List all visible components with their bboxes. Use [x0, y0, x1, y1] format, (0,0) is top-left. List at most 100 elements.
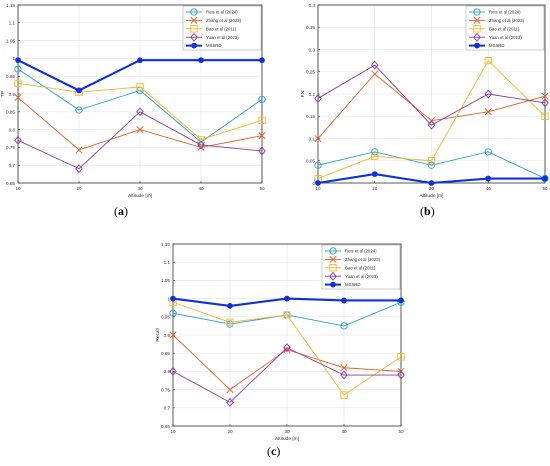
legend: Reis et al (2024) Zhang et al (2023) Bao e…: [321, 244, 401, 290]
legend-marker: [190, 32, 198, 42]
data-point: [371, 148, 379, 156]
y-tick-label: 1: [167, 296, 170, 301]
data-point: [484, 89, 493, 99]
y-tick-label: 0.05: [306, 159, 315, 164]
legend-marker: [191, 42, 197, 49]
x-tick-label: 30: [284, 429, 290, 434]
series-line: [172, 301, 402, 396]
legend-label: MSSRD: [345, 282, 361, 287]
data-point: [170, 295, 176, 302]
legend-marker: [190, 16, 198, 24]
y-tick-label: 1: [12, 56, 15, 61]
data-point: [169, 366, 177, 376]
legend-label: MSSRD: [206, 43, 222, 48]
data-point: [137, 57, 143, 64]
y-axis-label: FN: [300, 90, 306, 97]
x-tick-label: 40: [341, 429, 347, 434]
data-point: [136, 126, 144, 134]
legend-label: Reis et al (2024): [206, 10, 238, 15]
data-point: [371, 70, 379, 78]
y-tick-label: 0.95: [6, 74, 15, 79]
legend-label: Bao et al (2011): [345, 265, 376, 270]
y-tick-label: 0.85: [6, 110, 15, 115]
data-point: [484, 56, 492, 65]
y-tick-label: 0.2: [309, 92, 316, 97]
legend-label: Yuan et al (2023): [206, 35, 239, 40]
data-point: [197, 140, 205, 150]
data-point: [75, 146, 83, 154]
y-tick-label: 0.1: [309, 136, 316, 141]
series-mssrd: [315, 171, 548, 186]
data-point: [315, 180, 321, 186]
legend-marker: [473, 16, 481, 24]
data-point: [370, 60, 379, 70]
data-point: [340, 364, 348, 372]
data-point: [258, 116, 266, 124]
panel-label-c: (c): [267, 444, 281, 458]
y-tick-label: 0.7: [164, 406, 171, 411]
data-point: [227, 302, 233, 309]
y-axis-label: Recall: [155, 328, 161, 341]
legend-label: Zhang et al (2023): [345, 257, 381, 262]
data-point: [15, 57, 21, 64]
data-point: [136, 107, 144, 117]
x-tick-label: 50: [542, 186, 548, 191]
data-point: [283, 343, 291, 353]
data-point: [14, 94, 22, 102]
y-tick-label: 0.85: [161, 351, 170, 356]
legend-label: MSSRD: [489, 43, 505, 48]
data-point: [341, 297, 347, 304]
data-point: [314, 161, 322, 169]
y-tick-label: 0.75: [6, 145, 15, 150]
y-tick-label: 0.9: [9, 92, 16, 97]
x-tick-label: 20: [372, 186, 378, 191]
x-tick-label: 50: [398, 429, 404, 434]
data-point: [314, 134, 322, 143]
data-point: [226, 318, 234, 326]
legend-label: Yuan et al (2023): [489, 35, 522, 40]
data-point: [14, 79, 22, 87]
y-tick-label: 1.1: [9, 21, 16, 26]
data-point: [283, 311, 291, 319]
data-point: [340, 370, 348, 380]
data-point: [371, 171, 378, 178]
series-zhang: [14, 94, 266, 154]
series-yuan: [314, 60, 549, 130]
data-point: [542, 175, 548, 182]
legend-label: Zhang et al (2023): [489, 18, 525, 23]
legend-label: Zhang et al (2023): [206, 18, 242, 23]
x-axis-label: Altitude [m]: [128, 193, 152, 199]
series-bao: [14, 79, 266, 144]
legend: Reis et al (2024) Zhang et al (2023) Bao e…: [182, 5, 262, 51]
x-tick-label: 20: [76, 186, 82, 191]
y-tick-label: 0.4: [309, 3, 316, 8]
legend-box: [321, 244, 401, 290]
series-mssrd: [170, 295, 404, 309]
data-point: [371, 152, 379, 160]
legend-marker: [473, 25, 481, 33]
series-bao: [169, 298, 405, 399]
data-point: [484, 148, 492, 156]
data-point: [485, 175, 492, 182]
y-tick-label: 1.15: [161, 242, 170, 247]
legend-marker: [190, 8, 198, 16]
x-tick-label: 10: [315, 186, 321, 191]
data-point: [541, 98, 549, 108]
chart-1: 0.65 0.7 0.75 0.8 0.85 0.9 0.95 1 1.05 1.1 1.15 10 2…: [0, 3, 266, 199]
y-tick-label: 0: [312, 181, 315, 186]
legend-label: Bao et al (2011): [206, 26, 237, 31]
series-yuan: [14, 107, 266, 174]
panel-label-b: (b): [420, 204, 435, 218]
data-point: [169, 309, 177, 317]
data-point: [340, 322, 348, 330]
series-line: [172, 347, 401, 403]
y-tick-label: 0.35: [306, 25, 315, 30]
x-axis-label: Altitude [m]: [420, 193, 444, 199]
legend-marker: [329, 271, 337, 281]
x-tick-label: 10: [170, 429, 176, 434]
data-point: [340, 391, 348, 399]
series-line: [317, 151, 546, 179]
legend-label: Bao et al (2011): [489, 26, 520, 31]
